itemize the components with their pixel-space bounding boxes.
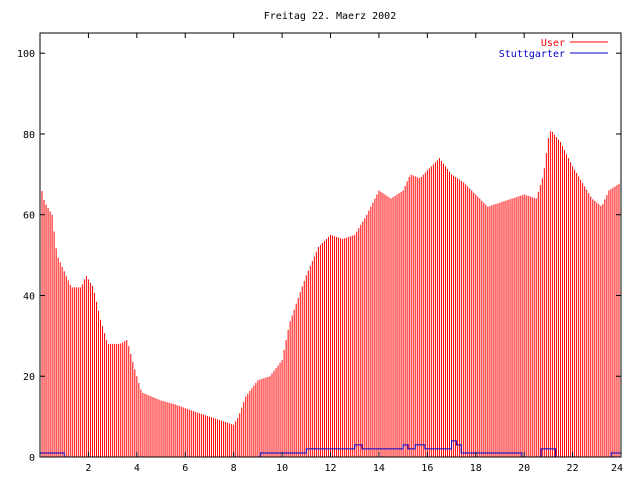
x-tick-label: 12 <box>324 463 336 474</box>
x-tick-label: 2 <box>85 463 91 474</box>
x-tick-label: 4 <box>134 463 140 474</box>
y-tick-label: 20 <box>23 372 35 383</box>
user-series <box>39 131 622 457</box>
chart-title: Freitag 22. Maerz 2002 <box>264 11 396 22</box>
x-tick-label: 14 <box>373 463 385 474</box>
legend-label-user: User <box>541 38 565 49</box>
legend: User Stuttgarter <box>499 38 608 60</box>
y-tick-label: 100 <box>17 49 35 60</box>
y-tick-label: 40 <box>23 291 35 302</box>
x-tick-label: 18 <box>470 463 482 474</box>
x-tick-label: 24 <box>611 463 623 474</box>
x-tick-label: 10 <box>276 463 288 474</box>
x-tick-label: 20 <box>518 463 530 474</box>
y-tick-label: 60 <box>23 211 35 222</box>
stuttgarter-series <box>40 440 621 458</box>
x-tick-label: 22 <box>567 463 579 474</box>
x-tick-label: 6 <box>182 463 188 474</box>
stuttgarter-line <box>40 440 621 458</box>
x-tick-label: 8 <box>231 463 237 474</box>
y-tick-label: 80 <box>23 130 35 141</box>
legend-label-stuttgarter: Stuttgarter <box>499 49 565 60</box>
y-tick-label: 0 <box>29 453 35 464</box>
x-tick-label: 16 <box>421 463 433 474</box>
